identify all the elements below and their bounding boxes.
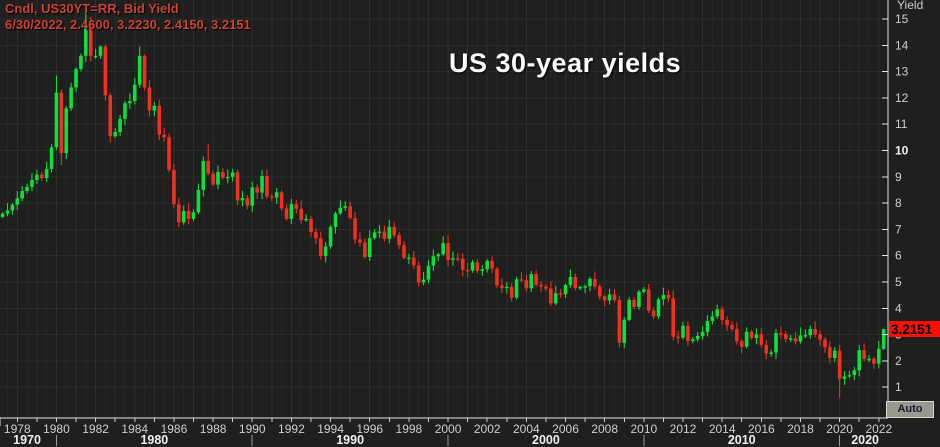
- svg-text:1982: 1982: [82, 422, 109, 436]
- svg-text:1980: 1980: [43, 422, 70, 436]
- svg-text:1980: 1980: [140, 433, 168, 447]
- svg-text:2016: 2016: [748, 422, 775, 436]
- svg-text:2004: 2004: [513, 422, 540, 436]
- svg-text:12: 12: [895, 91, 909, 105]
- svg-text:2020: 2020: [851, 433, 879, 447]
- svg-text:10: 10: [895, 144, 909, 158]
- svg-text:5: 5: [895, 275, 902, 289]
- svg-text:1992: 1992: [278, 422, 305, 436]
- chart-title: US 30-year yields: [449, 48, 682, 78]
- svg-text:2: 2: [895, 354, 902, 368]
- svg-text:2000: 2000: [532, 433, 560, 447]
- svg-text:13: 13: [895, 65, 909, 79]
- svg-text:11: 11: [895, 117, 908, 131]
- svg-text:1996: 1996: [356, 422, 383, 436]
- svg-text:2014: 2014: [709, 422, 736, 436]
- svg-text:1: 1: [895, 380, 902, 394]
- svg-text:7: 7: [895, 222, 902, 236]
- svg-text:1990: 1990: [239, 422, 266, 436]
- svg-text:2018: 2018: [787, 422, 814, 436]
- svg-text:1970: 1970: [13, 433, 41, 447]
- svg-text:8: 8: [895, 196, 902, 210]
- axes[interactable]: [0, 0, 889, 426]
- svg-text:1994: 1994: [317, 422, 344, 436]
- svg-text:1978: 1978: [4, 422, 31, 436]
- svg-text:2000: 2000: [435, 422, 462, 436]
- instrument-legend: Cndl, US30YT=RR, Bid Yield: [5, 1, 179, 16]
- svg-text:2006: 2006: [552, 422, 579, 436]
- gridlines: [0, 0, 888, 418]
- svg-text:9: 9: [895, 170, 902, 184]
- svg-text:6: 6: [895, 249, 902, 263]
- svg-text:2010: 2010: [630, 422, 657, 436]
- svg-text:14: 14: [895, 38, 909, 52]
- svg-text:1998: 1998: [396, 422, 423, 436]
- svg-text:1984: 1984: [121, 422, 148, 436]
- x-axis[interactable]: 1978 1980 1982 1984 1986 1988 1990 1992 1994 1996…: [4, 418, 893, 447]
- svg-text:2012: 2012: [670, 422, 697, 436]
- svg-text:2022: 2022: [865, 422, 892, 436]
- svg-text:1990: 1990: [336, 433, 364, 447]
- svg-text:4: 4: [895, 301, 902, 315]
- svg-text:1988: 1988: [200, 422, 227, 436]
- svg-text:2008: 2008: [591, 422, 618, 436]
- svg-text:2010: 2010: [728, 433, 756, 447]
- candles[interactable]: [0, 12, 886, 398]
- y-axis-title: Yield: [897, 0, 923, 12]
- svg-text:1986: 1986: [161, 422, 188, 436]
- svg-text:3.2151: 3.2151: [891, 322, 933, 337]
- last-price-label: 3.2151: [889, 320, 940, 337]
- svg-text:2020: 2020: [826, 422, 853, 436]
- ohlc-legend: 6/30/2022, 2.4600, 3.2230, 2.4150, 3.215…: [5, 17, 251, 32]
- svg-text:15: 15: [895, 12, 909, 26]
- svg-text:2002: 2002: [474, 422, 501, 436]
- auto-scale-button[interactable]: Auto: [886, 401, 934, 418]
